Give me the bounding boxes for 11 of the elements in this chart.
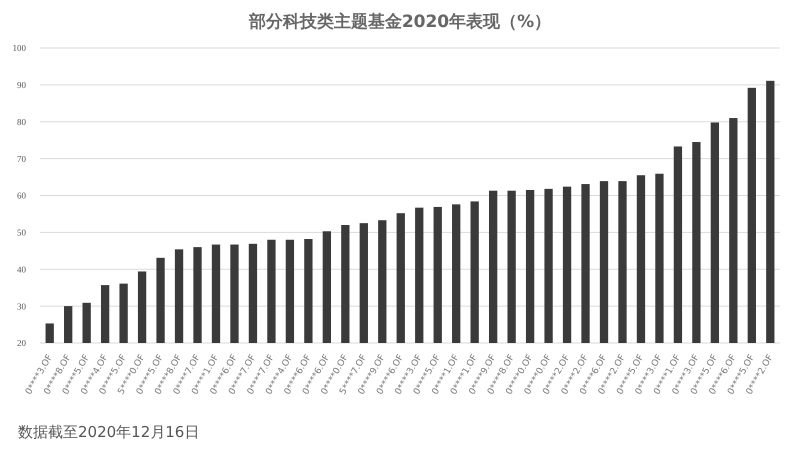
y-tick-label: 70: [17, 154, 26, 164]
y-tick-label: 20: [17, 338, 26, 348]
y-tick-label: 60: [17, 190, 26, 201]
text: 数据截至2020年12月16日: [18, 423, 200, 441]
y-tick-label: 40: [17, 264, 26, 274]
chart-title: 部分科技类主题基金2020年表现（%）: [248, 12, 552, 32]
y-tick-label: 90: [17, 80, 26, 90]
y-tick-label: 50: [17, 228, 26, 238]
y-tick-label: 30: [17, 301, 26, 312]
y-tick-label: 100: [12, 43, 26, 54]
y-tick-label: 80: [17, 116, 26, 127]
